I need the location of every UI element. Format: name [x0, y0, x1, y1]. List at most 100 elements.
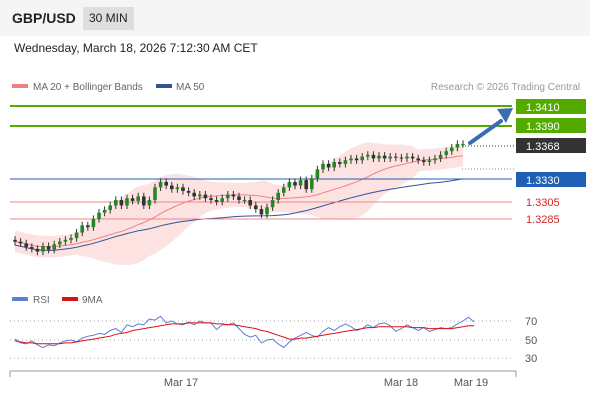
candle-body [237, 196, 241, 201]
chart-datetime: Wednesday, March 18, 2026 7:12:30 AM CET [14, 41, 258, 55]
ma50-line [14, 178, 464, 252]
level-tag-bg-4 [516, 172, 586, 187]
candle-body [41, 246, 45, 252]
candle-body [248, 200, 252, 206]
candle-body [153, 187, 157, 201]
candle-body [231, 194, 236, 197]
candle-body [438, 154, 443, 159]
candle-body [18, 241, 23, 244]
level-tag-5: 1.3305 [526, 197, 560, 209]
chart-header: GBP/USD 30 MIN [0, 0, 590, 36]
timeframe-badge[interactable]: 30 MIN [83, 7, 134, 30]
candle-body [366, 154, 370, 157]
candle-body [444, 151, 448, 155]
x-tick-label-1: Mar 17 [164, 377, 198, 389]
candle-body [46, 246, 51, 250]
projection-arrow-head [497, 108, 513, 123]
x-tick-label-2: Mar 18 [384, 377, 418, 389]
candle-body [270, 200, 275, 208]
candle-body [220, 198, 224, 202]
ma50-legend-label: MA 50 [176, 82, 205, 93]
candle-body [254, 205, 258, 210]
candle-body [108, 205, 112, 210]
candle-body [102, 209, 107, 213]
candle-body [86, 225, 90, 228]
candle-body [315, 169, 320, 179]
ma20-legend-label: MA 20 + Bollinger Bands [33, 82, 143, 93]
candle-body [158, 181, 163, 188]
candle-body [349, 158, 353, 161]
candle-body [91, 219, 96, 228]
candle-body [293, 181, 297, 186]
candle-body [136, 196, 140, 201]
candle-body [24, 243, 28, 248]
rsi-tick-30: 30 [525, 353, 537, 365]
candle-body [388, 156, 392, 159]
candle-body [450, 147, 454, 152]
candle-body [35, 248, 40, 252]
rsi-ma-legend-label: 9MA [82, 295, 103, 306]
rsi-tick-50: 50 [525, 335, 537, 347]
level-tag-6: 1.3285 [526, 214, 560, 226]
candle-body [354, 158, 359, 161]
level-tag-bg-2 [516, 118, 586, 133]
candle-body [226, 194, 230, 199]
candle-body [142, 196, 146, 206]
copyright-text: Research © 2026 Trading Central [431, 82, 580, 93]
candle-body [287, 181, 292, 188]
instrument-name: GBP/USD [12, 10, 76, 26]
candle-body [427, 160, 432, 163]
candle-body [416, 158, 420, 161]
candle-body [13, 239, 17, 242]
candle-body [80, 225, 84, 233]
candle-body [63, 239, 68, 242]
level-tag-bg-3 [516, 138, 586, 153]
candle-body [181, 187, 185, 191]
candle-body [164, 181, 168, 186]
candle-body [114, 200, 118, 206]
candle-body [147, 200, 152, 206]
rsi-line [14, 315, 475, 349]
candle-body [198, 194, 202, 197]
candle-body [433, 158, 437, 161]
candle-body [52, 244, 56, 250]
candle-body [405, 156, 409, 159]
candle-body [209, 198, 213, 201]
candle-body [192, 192, 196, 197]
candle-body [276, 192, 280, 201]
candle-body [360, 156, 364, 161]
rsi-tick-70: 70 [525, 316, 537, 328]
candle-body [175, 187, 180, 190]
candle-body [382, 155, 387, 159]
candle-body [326, 163, 331, 168]
candle-body [399, 157, 404, 159]
candle-body [371, 154, 376, 159]
candle-body [332, 162, 336, 168]
candle-body [69, 237, 73, 240]
rsi-legend-swatch [12, 297, 28, 301]
level-tag-2: 1.3390 [526, 121, 560, 133]
candle-body [170, 185, 174, 190]
candle-body [30, 247, 34, 249]
level-tag-bg-1 [516, 99, 586, 114]
candle-body [461, 143, 465, 145]
candle-body [97, 212, 101, 219]
projection-arrow-shaft [468, 119, 503, 145]
candle-body [186, 190, 191, 193]
candle-body [338, 162, 342, 164]
candle-body [74, 232, 79, 238]
candle-body [321, 163, 325, 170]
rsi-ma-legend-swatch [62, 297, 78, 301]
candle-body [242, 200, 247, 202]
candle-body [422, 160, 426, 163]
candle-body [265, 207, 269, 215]
candle-body [214, 200, 219, 202]
rsi-ma-line [14, 322, 475, 345]
candle-body [394, 156, 398, 158]
candle-body [130, 198, 135, 201]
candle-body [203, 194, 208, 199]
rsi-legend-label: RSI [33, 295, 50, 306]
level-tag-1: 1.3410 [526, 102, 560, 114]
candle-body [377, 155, 381, 159]
